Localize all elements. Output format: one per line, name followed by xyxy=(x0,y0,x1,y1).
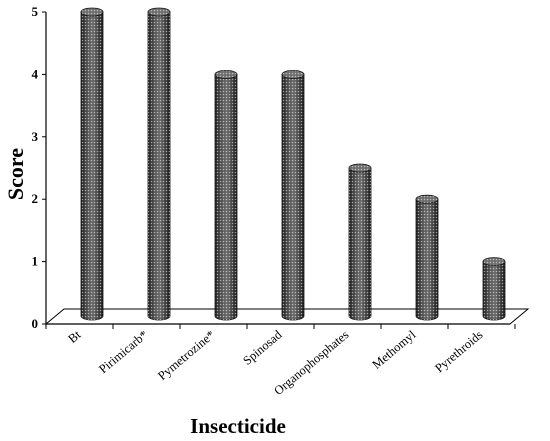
y-tick-label: 4 xyxy=(32,66,39,81)
bar-bt xyxy=(80,7,104,321)
bar-organophosphates xyxy=(348,163,372,321)
y-tick-label: 5 xyxy=(32,4,39,19)
bar-pirimicarb xyxy=(147,7,171,321)
x-tick-label: Methomyl xyxy=(370,327,419,372)
bar-pyrethroids xyxy=(482,257,506,321)
y-tick-label: 0 xyxy=(32,316,39,331)
y-tick-label: 1 xyxy=(32,254,39,269)
x-tick-label: Pyrethroids xyxy=(432,327,485,375)
bars xyxy=(80,7,506,321)
x-axis-title: Insecticide xyxy=(190,414,286,438)
bar-spinosad xyxy=(281,70,305,321)
x-tick-label: Pymetrozine* xyxy=(155,328,217,383)
y-axis-title: Score xyxy=(3,148,28,200)
x-tick-label: Pirimicarb* xyxy=(96,328,150,377)
y-axis-ticks: 0 1 2 3 4 5 xyxy=(32,4,46,331)
x-tick-label: Spinosad xyxy=(240,327,285,368)
y-tick-label: 3 xyxy=(32,129,39,144)
y-tick-label: 2 xyxy=(32,191,39,206)
x-tick-label: Bt xyxy=(65,327,83,346)
category-labels: Bt Pirimicarb* Pymetrozine* SpinosadOrganop… xyxy=(65,327,485,398)
bar-pymetrozine xyxy=(214,70,238,321)
bar-methomyl xyxy=(415,194,439,321)
x-axis-ticks xyxy=(45,324,516,329)
